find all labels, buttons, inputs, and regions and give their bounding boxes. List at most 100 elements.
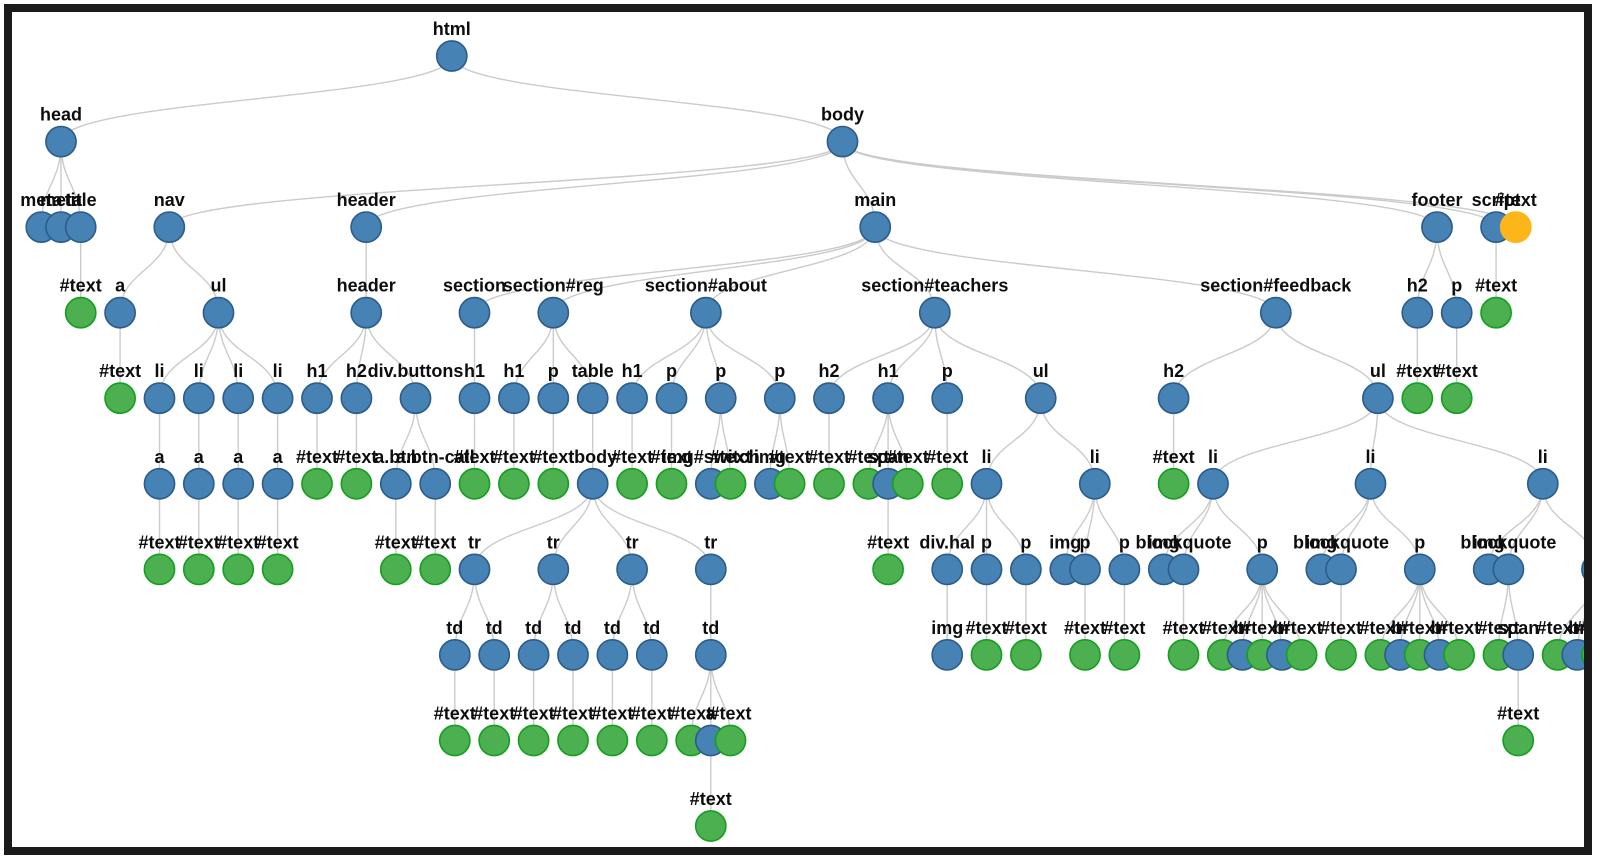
- svg-text:#text: #text: [493, 447, 535, 467]
- svg-text:#text: #text: [1438, 618, 1480, 638]
- svg-text:h2: h2: [1407, 276, 1428, 296]
- svg-text:#text: #text: [1399, 618, 1441, 638]
- svg-text:title: title: [65, 190, 97, 210]
- svg-text:a: a: [273, 447, 284, 467]
- svg-text:a: a: [154, 447, 165, 467]
- svg-text:h1: h1: [464, 361, 485, 381]
- svg-text:#text: #text: [217, 532, 259, 552]
- svg-text:br: br: [1234, 618, 1252, 638]
- svg-text:#text: #text: [138, 532, 180, 552]
- svg-text:#text: #text: [60, 276, 102, 296]
- svg-text:#text: #text: [1153, 447, 1195, 467]
- svg-text:a: a: [194, 447, 205, 467]
- svg-text:img: img: [1473, 532, 1505, 552]
- svg-text:h1: h1: [306, 361, 327, 381]
- svg-text:h1: h1: [878, 361, 899, 381]
- svg-text:table: table: [572, 361, 614, 381]
- svg-text:h2: h2: [346, 361, 367, 381]
- svg-text:meta: meta: [20, 190, 63, 210]
- svg-text:#text: #text: [1241, 618, 1283, 638]
- svg-text:#text: #text: [1103, 618, 1145, 638]
- svg-text:p: p: [548, 361, 559, 381]
- svg-text:#text: #text: [1495, 190, 1537, 210]
- svg-text:#text: #text: [414, 532, 456, 552]
- svg-text:p: p: [981, 532, 992, 552]
- svg-text:p: p: [666, 361, 677, 381]
- svg-text:header: header: [337, 190, 396, 210]
- svg-text:br: br: [1391, 618, 1409, 638]
- svg-text:h1: h1: [622, 361, 643, 381]
- svg-text:p: p: [942, 361, 953, 381]
- svg-text:td: td: [643, 618, 660, 638]
- svg-text:#text: #text: [1537, 618, 1579, 638]
- svg-text:#text: #text: [1320, 618, 1362, 638]
- svg-text:a.btn-call: a.btn-call: [396, 447, 475, 467]
- svg-text:a.btn: a.btn: [374, 447, 417, 467]
- svg-text:#text: #text: [532, 447, 574, 467]
- svg-text:main: main: [854, 190, 896, 210]
- svg-text:td: td: [702, 618, 719, 638]
- svg-text:li: li: [233, 361, 243, 381]
- svg-text:#text: #text: [1202, 618, 1244, 638]
- svg-text:#text: #text: [709, 447, 751, 467]
- svg-text:#text: #text: [690, 789, 732, 809]
- svg-text:#text: #text: [552, 704, 594, 724]
- svg-text:td: td: [604, 618, 621, 638]
- svg-text:#text: #text: [808, 447, 850, 467]
- svg-text:ul: ul: [1033, 361, 1049, 381]
- svg-text:li: li: [1538, 447, 1548, 467]
- svg-text:img: img: [1305, 532, 1337, 552]
- svg-text:#text: #text: [434, 704, 476, 724]
- svg-text:#text: #text: [473, 704, 515, 724]
- svg-text:#text: #text: [1005, 618, 1047, 638]
- svg-text:p: p: [1414, 532, 1425, 552]
- svg-text:td: td: [565, 618, 582, 638]
- svg-text:span: span: [1497, 618, 1539, 638]
- svg-text:h1: h1: [503, 361, 524, 381]
- svg-text:blockquote: blockquote: [1293, 532, 1389, 552]
- svg-text:#text: #text: [769, 447, 811, 467]
- svg-text:#text: #text: [375, 532, 417, 552]
- svg-text:#text: #text: [257, 532, 299, 552]
- svg-text:#text: #text: [926, 447, 968, 467]
- svg-text:p: p: [1119, 532, 1130, 552]
- svg-text:li: li: [1208, 447, 1218, 467]
- svg-text:header: header: [337, 276, 396, 296]
- svg-text:#text: #text: [296, 447, 338, 467]
- svg-text:p: p: [715, 361, 726, 381]
- svg-text:#text: #text: [1497, 704, 1539, 724]
- svg-text:img: img: [1148, 532, 1180, 552]
- svg-text:li: li: [154, 361, 164, 381]
- svg-text:p: p: [774, 361, 785, 381]
- svg-text:html: html: [433, 19, 471, 39]
- svg-text:td: td: [446, 618, 463, 638]
- svg-text:tr: tr: [626, 532, 639, 552]
- svg-text:td: td: [525, 618, 542, 638]
- svg-text:li: li: [981, 447, 991, 467]
- svg-text:body: body: [821, 105, 864, 125]
- svg-text:#text: #text: [591, 704, 633, 724]
- svg-text:a: a: [233, 447, 244, 467]
- svg-text:#text: #text: [1359, 618, 1401, 638]
- svg-text:#text: #text: [1162, 618, 1204, 638]
- svg-text:br: br: [1431, 618, 1449, 638]
- svg-text:ul: ul: [211, 276, 227, 296]
- svg-text:section#feedback: section#feedback: [1200, 276, 1352, 296]
- svg-text:footer: footer: [1412, 190, 1463, 210]
- svg-text:blockquote: blockquote: [1460, 532, 1556, 552]
- svg-text:section#teachers: section#teachers: [861, 276, 1008, 296]
- svg-text:li: li: [1090, 447, 1100, 467]
- svg-text:#text: #text: [847, 447, 889, 467]
- svg-text:#text: #text: [178, 532, 220, 552]
- svg-text:span: span: [867, 447, 909, 467]
- svg-text:blockquote: blockquote: [1135, 532, 1231, 552]
- svg-text:img#switch: img#switch: [662, 447, 760, 467]
- svg-text:#text: #text: [670, 704, 712, 724]
- svg-text:#text: #text: [1436, 361, 1478, 381]
- svg-text:a: a: [115, 276, 126, 296]
- svg-text:img: img: [931, 618, 963, 638]
- svg-text:#text: #text: [709, 704, 751, 724]
- svg-text:li: li: [273, 361, 283, 381]
- svg-text:script: script: [1472, 190, 1521, 210]
- svg-text:#text: #text: [453, 447, 495, 467]
